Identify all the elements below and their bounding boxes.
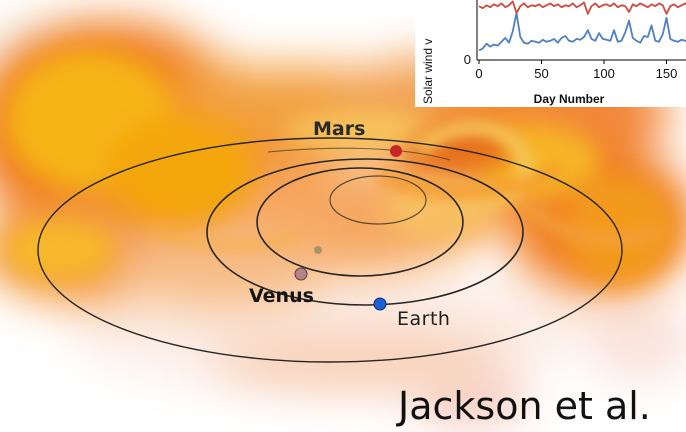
mars-label: Mars: [313, 118, 366, 140]
venus-label: Venus: [249, 285, 314, 307]
x-tick-label: 150: [656, 66, 678, 81]
orbit-venus: [256, 167, 464, 277]
venus-planet: [294, 267, 308, 281]
y-axis-title: Solar wind v: [421, 39, 435, 104]
x-tick-label: 0: [475, 66, 482, 81]
x-axis-title: Day Number: [534, 92, 605, 106]
orbit-inner: [329, 175, 427, 225]
plasma-spiral-arms: [147, 119, 664, 252]
series-line-2: [478, 0, 686, 15]
plasma-bright-core: [5, 50, 675, 285]
orbits: [37, 137, 623, 363]
orbit-mars-arc: [267, 147, 451, 161]
series-line-1: [478, 12, 686, 52]
orbit-earth: [206, 158, 524, 306]
y-tick-label: 0: [464, 52, 471, 67]
earth-planet: [373, 297, 387, 311]
x-tick-label: 50: [534, 66, 548, 81]
x-tick-label: 100: [593, 66, 615, 81]
solar-wind-chart-inset: 0 0 50 100 150 Solar wind v Day Number: [415, 0, 686, 107]
solar-wind-chart: 0 0 50 100 150 Solar wind v Day Number: [421, 0, 686, 106]
credit-text: Jackson et al.: [398, 384, 651, 428]
earth-label: Earth: [397, 308, 451, 330]
mercury-planet: [314, 246, 322, 254]
mars-planet: [390, 145, 402, 157]
orbit-outer: [37, 137, 623, 363]
